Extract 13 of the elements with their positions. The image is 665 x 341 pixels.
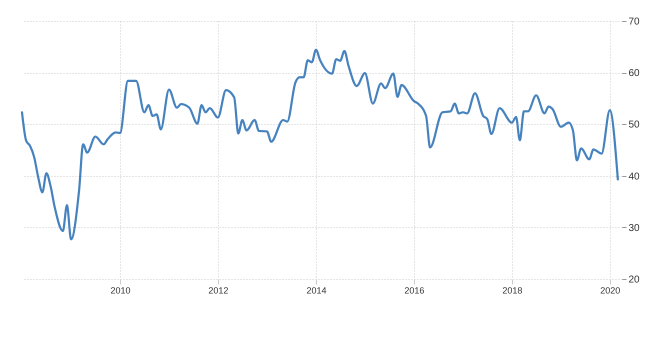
y-tick-label: 20 [628,274,640,286]
y-tick-label: 70 [628,16,640,28]
y-tick-label: 30 [628,222,640,234]
x-tick-label: 2014 [306,286,326,296]
y-tick-label: 50 [628,120,640,131]
x-tick-label: 2016 [404,286,424,296]
x-tick-label: 2012 [208,286,228,296]
x-tick-label: 2018 [502,286,522,296]
y-tick-label: 40 [628,171,640,182]
line-series [20,48,619,240]
x-tick-label: 2020 [600,286,620,296]
x-tick-label: 2010 [110,286,131,296]
y-tick-label: 60 [628,68,640,80]
